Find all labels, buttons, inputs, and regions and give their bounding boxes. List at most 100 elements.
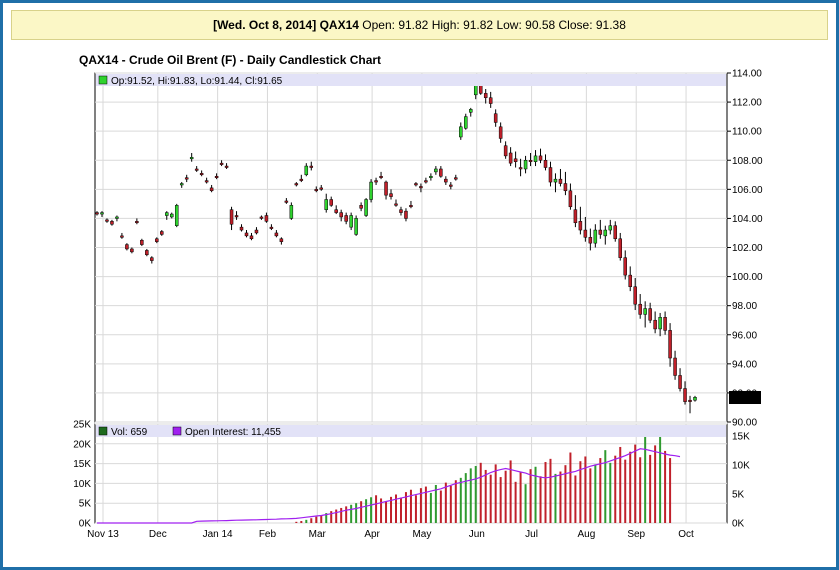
volume-bar (315, 516, 318, 523)
candle-body (304, 165, 309, 176)
candle (299, 174, 304, 183)
volume-bar (439, 490, 442, 523)
candle-body (279, 238, 284, 242)
candle-body (488, 97, 493, 104)
candle-body (473, 84, 478, 96)
candle-body (319, 187, 323, 190)
candle-body (608, 225, 613, 231)
candle-body (120, 235, 124, 238)
candle (204, 177, 209, 184)
volume-bar (639, 457, 642, 523)
volume-bar (335, 509, 338, 523)
candle (523, 155, 528, 174)
candle-body (469, 109, 473, 113)
candle (633, 278, 637, 311)
candle (419, 183, 423, 193)
volume-bar (539, 476, 542, 523)
candle (219, 160, 224, 167)
candle (429, 173, 433, 181)
price-tick-label: 106.00 (732, 185, 763, 196)
candle (160, 230, 164, 236)
candle (663, 311, 667, 335)
price-candles (95, 78, 697, 414)
candle (214, 173, 219, 180)
candle-body (483, 93, 488, 98)
open-label: Open: (362, 18, 395, 32)
volume-tick-label: 20K (73, 439, 91, 450)
volume-bar (499, 477, 502, 523)
candle (399, 206, 403, 216)
candle-body (538, 155, 543, 161)
volume-bar (484, 469, 487, 523)
candle-body (593, 229, 598, 244)
candle (359, 202, 363, 212)
candle (184, 174, 189, 183)
volume-bar (629, 451, 632, 523)
candle (289, 202, 294, 220)
volume-bar (434, 484, 437, 523)
open-interest-line (97, 448, 681, 524)
price-tick-label: 98.00 (732, 301, 757, 312)
volume-bar (579, 461, 582, 523)
candle (259, 215, 264, 220)
candle (688, 395, 692, 414)
month-label: Jul (525, 529, 538, 540)
volume-bar (419, 488, 422, 523)
candle (324, 193, 328, 213)
candle (608, 219, 613, 235)
candle (503, 141, 508, 159)
candle (593, 224, 598, 248)
candle-body (459, 126, 463, 138)
candle-body (329, 199, 333, 206)
candle (528, 152, 533, 167)
candle (274, 230, 279, 238)
candle-body (254, 229, 259, 234)
volume-bar (305, 519, 308, 523)
candle (319, 184, 323, 191)
volume-bar (564, 465, 567, 523)
volume-bar (549, 458, 552, 523)
candle-body (643, 308, 647, 315)
month-label: Apr (364, 529, 380, 540)
candle-body (429, 175, 433, 178)
volume-bar (325, 513, 328, 523)
candle-body (513, 158, 518, 162)
volume-tick-label: 0K (79, 519, 92, 530)
candle-body (234, 215, 239, 218)
candle (648, 302, 652, 324)
candle (498, 122, 503, 143)
candle-body (633, 286, 637, 305)
volume-tick-label: 5K (79, 499, 92, 510)
candle-body (354, 218, 358, 235)
candle-body (623, 257, 627, 276)
candle (454, 174, 458, 181)
volume-bar (569, 452, 572, 523)
volume-bar (664, 450, 667, 523)
candle-body (663, 317, 667, 331)
volume-bar (345, 506, 348, 523)
candle-body (553, 178, 558, 183)
candle-body (339, 212, 343, 218)
close-label: Close: (558, 18, 593, 32)
candle (140, 238, 144, 247)
volume-bar (504, 470, 507, 523)
volume-bar (380, 498, 383, 523)
volume-bar (574, 475, 577, 523)
candle (464, 113, 468, 130)
candle-body (214, 175, 219, 178)
candle (538, 148, 543, 164)
high-label: High: (431, 18, 460, 32)
candle-body (209, 187, 214, 192)
candle (563, 171, 568, 196)
volume-bar (519, 472, 522, 523)
candle-body (503, 145, 508, 157)
candle-body (568, 190, 573, 208)
candle-body (294, 183, 299, 186)
volume-bar (399, 497, 402, 523)
legend-layer: Op:91.52, Hi:91.83, Lo:91.44, Cl:91.65 V… (96, 74, 726, 438)
chart-title: QAX14 - Crude Oil Brent (F) - Daily Cand… (79, 53, 382, 67)
candle (189, 152, 194, 162)
candle (364, 198, 368, 217)
candle (678, 368, 682, 392)
